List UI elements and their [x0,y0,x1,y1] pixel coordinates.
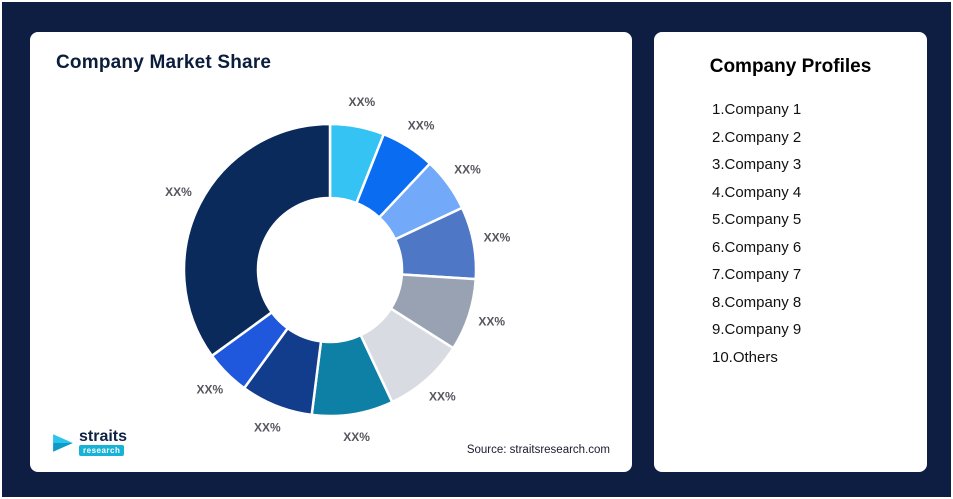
slice-label: XX% [343,430,370,444]
donut-slice [182,122,332,358]
profile-item: 10.Others [712,348,778,366]
chart-title: Company Market Share [56,52,272,73]
profiles-title: Company Profiles [709,56,872,77]
slice-label: XX% [165,185,192,199]
slice-label: XX% [196,382,223,396]
profile-item: 2.Company 2 [712,128,802,146]
company-profiles-card: Company Profiles 1.Company 1 2.Company 2… [654,32,927,472]
straits-arrow-icon [53,433,73,452]
profile-item: 7.Company 7 [712,266,802,283]
slice-label: XX% [454,162,481,176]
source-text: Source: straitsresearch.com [466,444,610,456]
profile-item: 6.Company 6 [712,238,802,256]
logo-name: straits [79,428,128,445]
slice-label: XX% [349,95,376,109]
profile-item: 4.Company 4 [712,183,802,201]
profile-item: 5.Company 5 [712,211,802,228]
profile-item: 8.Company 8 [712,293,802,311]
slice-label: XX% [254,420,281,434]
slice-label: XX% [484,230,511,244]
profile-item: 9.Company 9 [712,321,802,338]
slice-label: XX% [429,390,456,404]
slice-label: XX% [478,315,505,329]
profile-item: 3.Company 3 [712,156,802,173]
logo-text: straits research [79,429,127,456]
market-share-card: Company Market Share XX% XX% XX% XX% XX% XX% X… [30,32,632,472]
profile-item: 1.Company 1 [712,101,802,118]
straits-logo: straits research [52,429,127,456]
slice-label: XX% [408,119,435,133]
profiles-list: 1.Company 1 2.Company 2 3.Company 3 4.Co… [654,96,927,371]
donut-chart: XX% XX% XX% XX% XX% XX% XX% XX% XX% XX% [165,95,511,444]
logo-subtitle: research [79,445,125,456]
